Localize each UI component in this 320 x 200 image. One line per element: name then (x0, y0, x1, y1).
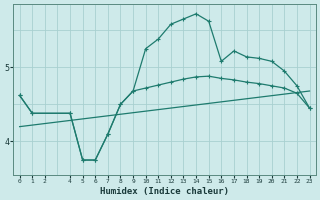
X-axis label: Humidex (Indice chaleur): Humidex (Indice chaleur) (100, 187, 229, 196)
